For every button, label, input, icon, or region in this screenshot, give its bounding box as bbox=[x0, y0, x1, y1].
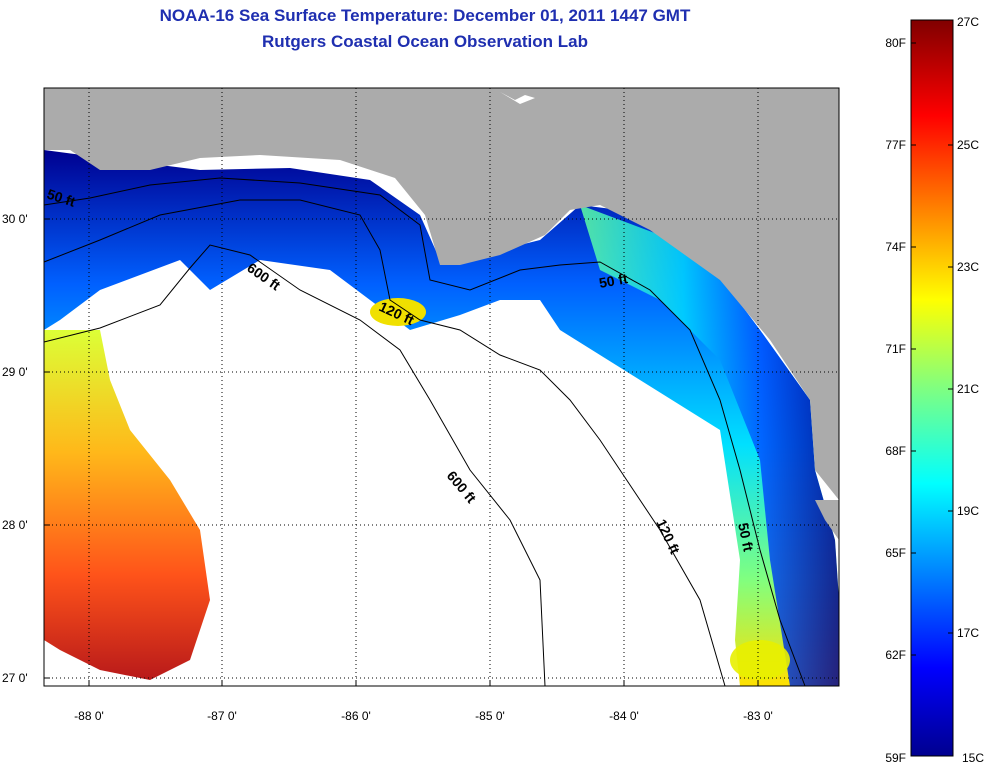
grid-lines bbox=[44, 88, 839, 686]
lon-label: -87 0' bbox=[207, 709, 237, 723]
colorbar-c-label: 21C bbox=[957, 382, 979, 396]
lat-label: 30 0' bbox=[2, 212, 28, 226]
map-area bbox=[44, 88, 839, 686]
colorbar-ticks bbox=[911, 42, 953, 656]
land-east-peninsula bbox=[815, 500, 839, 540]
bathymetry-contours bbox=[43, 177, 806, 687]
sst-west-warm bbox=[44, 330, 210, 680]
lon-label: -86 0' bbox=[341, 709, 371, 723]
axis-ticks bbox=[44, 218, 759, 686]
colorbar-c-label: 23C bbox=[957, 260, 979, 274]
lon-label: -84 0' bbox=[609, 709, 639, 723]
contour-label-50ft-south: 50 ft bbox=[735, 521, 757, 553]
colorbar-c-label: 27C bbox=[957, 15, 979, 29]
colorbar-c-label: 25C bbox=[957, 138, 979, 152]
colorbar-f-label: 68F bbox=[885, 444, 906, 458]
lon-label: -83 0' bbox=[743, 709, 773, 723]
colorbar-f-label: 77F bbox=[885, 138, 906, 152]
colorbar-f-label: 62F bbox=[885, 648, 906, 662]
colorbar-f-label: 71F bbox=[885, 342, 906, 356]
colorbar-c-label: 15C bbox=[962, 751, 984, 765]
contour-label-50ft-east: 50 ft bbox=[598, 270, 629, 291]
map-frame bbox=[43, 87, 840, 687]
lat-label: 28 0' bbox=[2, 518, 28, 532]
sst-east-shelf bbox=[580, 205, 839, 686]
lat-label: 27 0' bbox=[2, 671, 28, 685]
lat-label: 29 0' bbox=[2, 365, 28, 379]
colorbar-f-label: 80F bbox=[885, 36, 906, 50]
colorbar-f-label: 59F bbox=[885, 751, 906, 765]
colorbar-c-label: 19C bbox=[957, 504, 979, 518]
colorbar-f-label: 65F bbox=[885, 546, 906, 560]
title-line-1: NOAA-16 Sea Surface Temperature: Decembe… bbox=[159, 6, 691, 25]
colorbar bbox=[910, 19, 954, 757]
lon-label: -85 0' bbox=[475, 709, 505, 723]
lon-label: -88 0' bbox=[74, 709, 104, 723]
colorbar-c-label: 17C bbox=[957, 626, 979, 640]
land-north bbox=[44, 88, 839, 500]
colorbar-f-label: 74F bbox=[885, 240, 906, 254]
title-line-2: Rutgers Coastal Ocean Observation Lab bbox=[262, 32, 588, 51]
